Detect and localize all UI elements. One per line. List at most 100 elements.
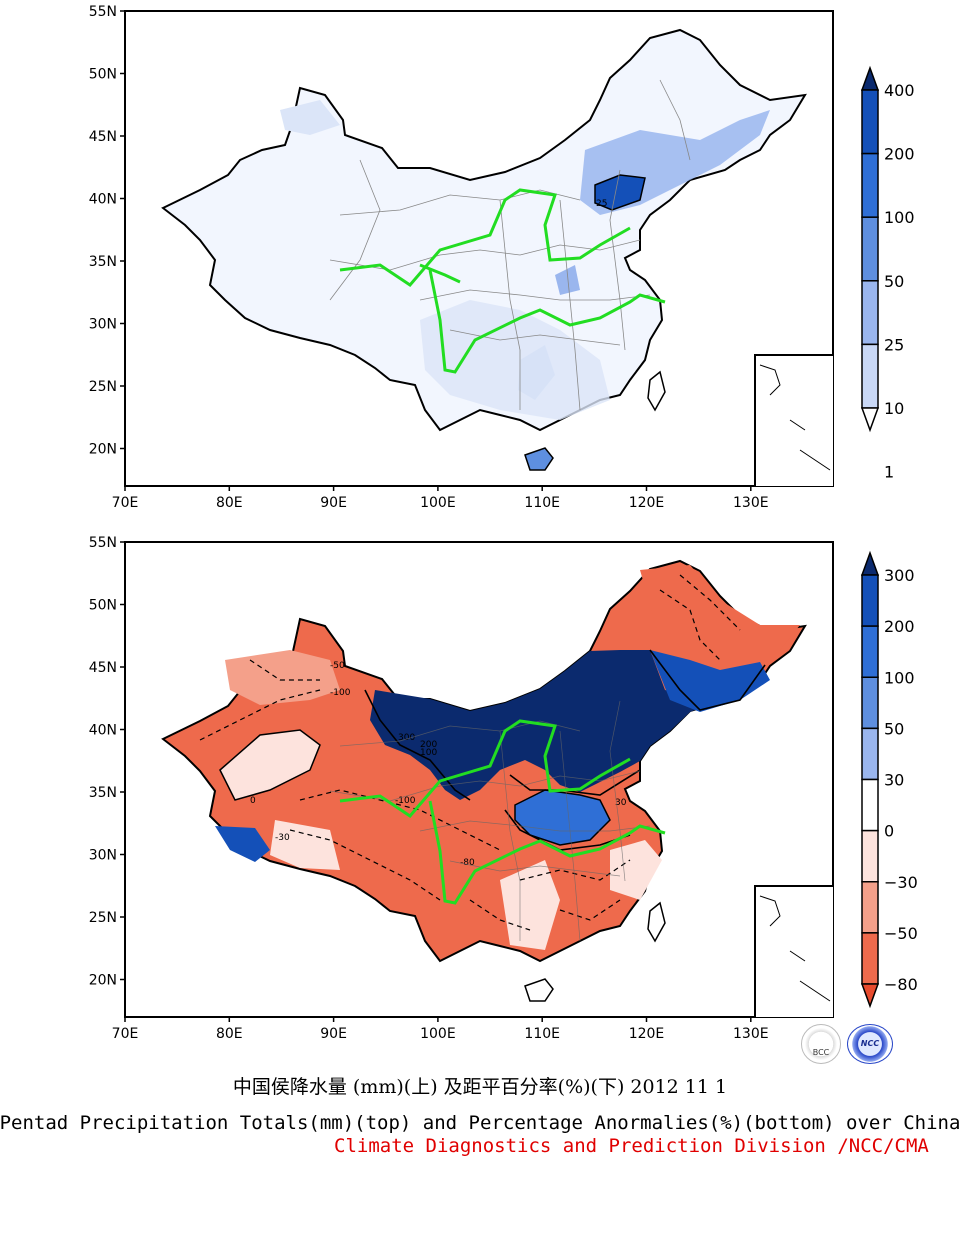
lon-tick-label: 130E xyxy=(733,495,769,511)
contour-label: 30 xyxy=(615,798,627,808)
anomaly-near-zero-east xyxy=(610,840,662,900)
lat-tick-label: 20N xyxy=(89,442,117,458)
totals-map: 25 55N 50N 45N 40N 35N 30N 25N 20N 70E 80E 90E 100E… xyxy=(89,4,834,511)
lat-tick-label: 40N xyxy=(89,192,117,208)
colorbar-label: −30 xyxy=(884,873,918,892)
lat-tick-label: 50N xyxy=(89,67,117,83)
ncc-logo-text: NCC xyxy=(860,1039,880,1048)
lon-tick-label: 110E xyxy=(524,1026,560,1042)
anomalies-axis-ticks: 55N 50N 45N 40N 35N 30N 25N 20N 70E 80E 90E 100E 110… xyxy=(89,535,769,1042)
colorbar-segment xyxy=(861,152,879,218)
colorbar-label: −50 xyxy=(884,924,918,943)
anomaly-near-zero-northwest xyxy=(219,729,321,801)
precip-shade-central xyxy=(555,265,580,295)
lon-tick-label: 70E xyxy=(112,1026,139,1042)
colorbar-bottom-triangle xyxy=(860,983,880,1009)
anomaly-positive-northeast xyxy=(650,650,770,712)
contour-label: -100 xyxy=(330,688,351,698)
hainan-island xyxy=(524,447,554,471)
lat-tick-label: 45N xyxy=(89,660,117,676)
colorbar-label: 10 xyxy=(884,399,904,418)
lon-tick-label: 80E xyxy=(216,495,243,511)
yangtze-river-anomaly xyxy=(428,800,666,905)
colorbar-segment xyxy=(861,89,879,155)
yangtze-river xyxy=(428,269,666,374)
taiwan-island xyxy=(647,370,666,412)
colorbar-segment xyxy=(861,932,879,985)
anomaly-near-zero-west xyxy=(225,650,340,705)
colorbar-label: 30 xyxy=(884,771,904,790)
colorbar-segment xyxy=(861,574,879,627)
colorbar-label: 25 xyxy=(884,335,904,354)
contour-label: -30 xyxy=(275,833,290,843)
totals-colorbar: 400 200 100 50 25 10 1 xyxy=(860,65,915,482)
lon-tick-label: 90E xyxy=(320,1026,347,1042)
precip-shade-core xyxy=(594,174,646,211)
lon-tick-label: 100E xyxy=(420,1026,456,1042)
contour-label: 300 xyxy=(398,733,415,743)
colorbar-segment xyxy=(861,727,879,781)
lon-tick-label: 100E xyxy=(420,495,456,511)
colorbar-label: 100 xyxy=(884,668,915,687)
colorbar-segment xyxy=(861,829,879,883)
colorbar-label: 50 xyxy=(884,719,904,738)
colorbar-label: 200 xyxy=(884,145,915,164)
colorbar-label: 300 xyxy=(884,566,915,585)
precip-shade-west xyxy=(280,100,340,135)
colorbar-top-triangle xyxy=(860,65,880,91)
lat-tick-label: 55N xyxy=(89,4,117,20)
lon-tick-label: 90E xyxy=(320,495,347,511)
lon-tick-label: 70E xyxy=(112,495,139,511)
lat-tick-label: 50N xyxy=(89,598,117,614)
south-china-sea-inset xyxy=(754,354,833,486)
colorbar-label: 200 xyxy=(884,617,915,636)
colorbar-label: 0 xyxy=(884,822,894,841)
contour-label: -80 xyxy=(460,858,475,868)
anomaly-near-zero-southwest xyxy=(270,820,340,870)
taiwan-island-anomaly xyxy=(647,901,666,943)
hainan-island-anomaly xyxy=(524,978,554,1002)
lat-tick-label: 35N xyxy=(89,254,117,270)
colorbar-segment xyxy=(861,343,879,409)
inset-coast-anomaly xyxy=(759,895,831,1002)
anomaly-near-zero-south xyxy=(500,860,560,950)
yellow-river-anomaly xyxy=(339,719,631,818)
caption-chinese: 中国侯降水量 (mm)(上) 及距平百分率(%)(下) 2012 11 1 xyxy=(232,1076,728,1098)
anomaly-negative-northeast xyxy=(640,565,800,655)
colorbar-label: 400 xyxy=(884,81,915,100)
contour-label: 200 xyxy=(420,740,437,750)
colorbar-segment xyxy=(861,216,879,282)
precip-shade-southwest xyxy=(420,300,610,420)
anomaly-positive-tibet xyxy=(215,826,270,862)
ncc-logo: NCC xyxy=(847,1024,893,1064)
inset-coast xyxy=(759,364,831,471)
lat-tick-label: 25N xyxy=(89,379,117,395)
figure-canvas: 25 55N 50N 45N 40N 35N 30N 25N 20N 70E 80E 90E 100E… xyxy=(89,4,918,1042)
contour-label: -100 xyxy=(395,796,416,806)
yellow-river xyxy=(339,188,631,287)
lon-tick-label: 120E xyxy=(629,1026,665,1042)
lon-tick-label: 120E xyxy=(629,495,665,511)
lat-tick-label: 40N xyxy=(89,723,117,739)
colorbar-segment xyxy=(861,625,879,678)
colorbar-segment xyxy=(861,676,879,730)
colorbar-top-triangle xyxy=(860,550,880,576)
lat-tick-label: 30N xyxy=(89,317,117,333)
caption-division: Climate Diagnostics and Prediction Divis… xyxy=(334,1135,929,1157)
lon-tick-label: 130E xyxy=(733,1026,769,1042)
totals-axis-ticks: 55N 50N 45N 40N 35N 30N 25N 20N 70E 80E 90E 100E 110… xyxy=(89,4,769,511)
lat-tick-label: 20N xyxy=(89,973,117,989)
bcc-logo: BCC xyxy=(801,1024,841,1064)
lat-tick-label: 30N xyxy=(89,848,117,864)
lat-tick-label: 45N xyxy=(89,129,117,145)
lon-tick-label: 80E xyxy=(216,1026,243,1042)
anomalies-map: -100 -50 -30 -80 -100 300 200 100 30 0 xyxy=(89,535,834,1042)
contour-label: -50 xyxy=(330,661,345,671)
colorbar-segment xyxy=(861,778,879,832)
colorbar-segment xyxy=(861,280,879,346)
lat-tick-label: 25N xyxy=(89,910,117,926)
colorbar-segment xyxy=(861,881,879,934)
colorbar-label: −80 xyxy=(884,975,918,994)
colorbar-label: 100 xyxy=(884,208,915,227)
